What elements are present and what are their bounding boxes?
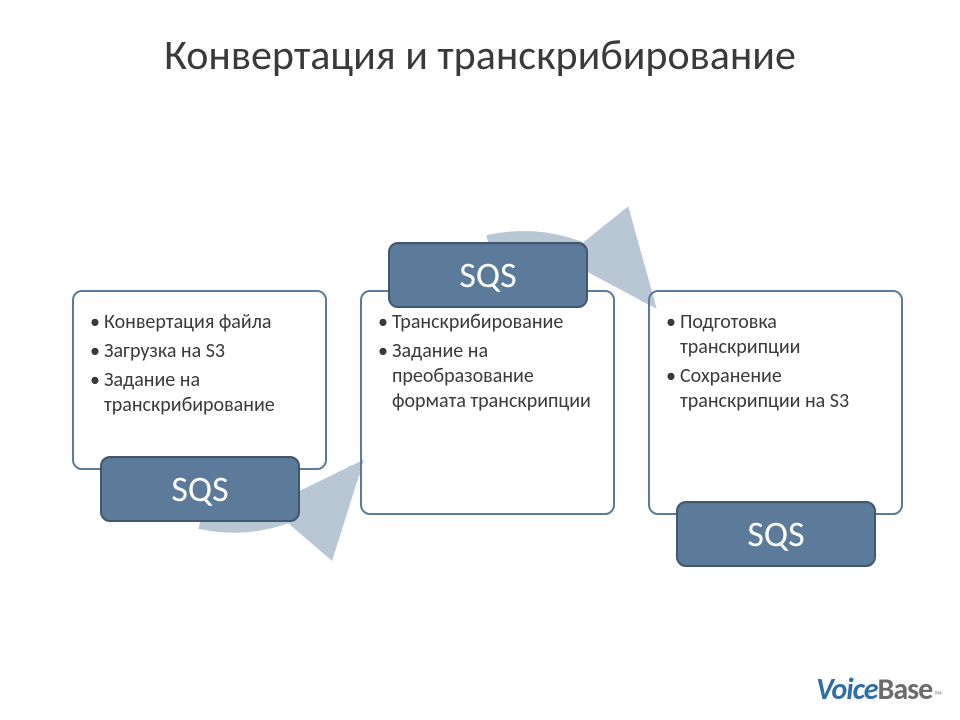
sqs-badge: SQS [388,242,588,308]
bullet-list: Подготовка транскрипцииСохранение транск… [664,310,887,414]
logo-tm: ™ [934,689,942,702]
logo-right: Base [878,671,933,708]
logo-voicebase: Voice Base ™ [816,671,942,708]
bullet-list: Транскрибирование Задание на преобразован… [376,310,599,414]
process-box: Транскрибирование Задание на преобразован… [360,290,615,515]
diagram-canvas: Конвертация файла Загрузка на S3 Задание н… [0,170,960,640]
bullet-item: Конвертация файла [88,310,311,335]
process-box: Конвертация файла Загрузка на S3 Задание н… [72,290,327,470]
sqs-badge: SQS [100,456,300,522]
page-title: Конвертация и транскрибирование [0,30,960,81]
bullet-list: Конвертация файла Загрузка на S3 Задание н… [88,310,311,418]
bullet-item: Задание на транскрибирование [88,368,311,418]
bullet-item: Задание на преобразование формата транск… [376,339,599,414]
bullet-item: Подготовка транскрипции [664,310,887,360]
process-box: Подготовка транскрипцииСохранение транск… [648,290,903,515]
bullet-item: Транскрибирование [376,310,599,335]
logo-left: Voice [816,671,877,708]
slide: Конвертация и транскрибирование Конверта… [0,0,960,720]
sqs-badge: SQS [676,501,876,567]
bullet-item: Загрузка на S3 [88,339,311,364]
bullet-item: Сохранение транскрипции на S3 [664,364,887,414]
